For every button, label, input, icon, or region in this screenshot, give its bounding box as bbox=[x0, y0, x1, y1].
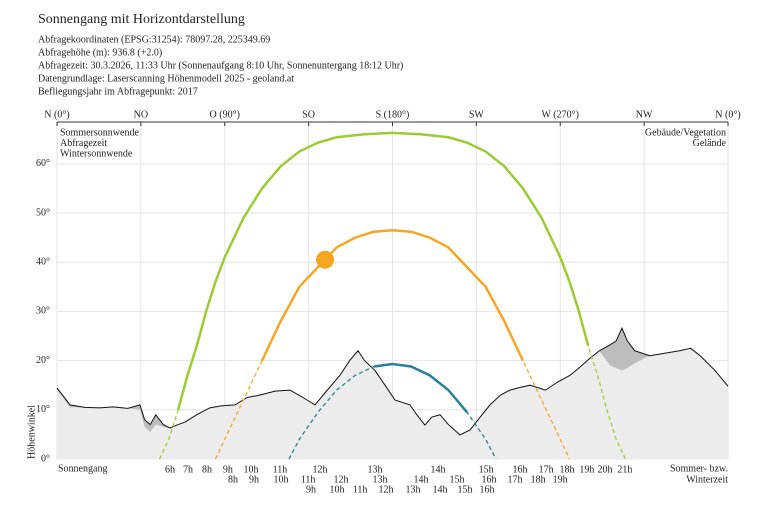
info-line: Abfragezeit: 30.3.2026, 11:33 Uhr (Sonne… bbox=[38, 60, 403, 71]
hour-label: 16h bbox=[479, 484, 494, 495]
y-tick-label: 30° bbox=[36, 306, 50, 317]
y-tick-label: 50° bbox=[36, 207, 50, 218]
hour-label: 11h bbox=[301, 474, 316, 485]
x-tick-label: SW bbox=[469, 109, 485, 120]
hour-label: 9h bbox=[249, 474, 259, 485]
hour-label: 11h bbox=[353, 484, 368, 495]
hour-label: 20h bbox=[597, 464, 612, 475]
hour-label: 10h bbox=[244, 464, 259, 475]
legend-label: Abfragezeit bbox=[60, 138, 107, 149]
sun-position bbox=[316, 250, 335, 269]
legend-label: Gelände bbox=[693, 138, 727, 149]
hour-label: 13h bbox=[406, 484, 421, 495]
y-tick-label: 0° bbox=[41, 453, 50, 464]
x-tick-label: O (90°) bbox=[210, 109, 240, 120]
info-line: Abfragehöhe (m): 936.8 (+2.0) bbox=[38, 47, 162, 58]
hour-label: 16h bbox=[512, 464, 527, 475]
legend-label: Wintersonnwende bbox=[60, 148, 133, 159]
sun-path bbox=[176, 131, 590, 411]
x-tick-label: W (270°) bbox=[542, 109, 579, 120]
info-line: Abfragekoordinaten (EPSG:31254): 78097.2… bbox=[38, 34, 270, 45]
sun-path bbox=[373, 362, 469, 414]
bottom-right-label: Sommer- bzw. bbox=[670, 463, 728, 474]
hour-label: 21h bbox=[617, 464, 632, 475]
x-tick-label: N (0°) bbox=[715, 109, 740, 120]
info-line: Befliegungsjahr im Abfragepunkt: 2017 bbox=[38, 86, 198, 97]
hour-label: 18h bbox=[531, 474, 546, 485]
terrain-area bbox=[57, 348, 728, 459]
y-axis-label: Höhenwinkel bbox=[26, 405, 37, 459]
hour-label: 12h bbox=[334, 474, 349, 485]
hour-label: 14h bbox=[433, 484, 448, 495]
hour-label: 19h bbox=[579, 464, 594, 475]
y-tick-label: 60° bbox=[36, 158, 50, 169]
hour-label: 10h bbox=[329, 484, 344, 495]
hour-label: 15h bbox=[449, 474, 464, 485]
hour-label: 9h bbox=[223, 464, 233, 475]
hour-label: 16h bbox=[482, 474, 497, 485]
hour-label: 12h bbox=[312, 464, 327, 475]
hour-label: 19h bbox=[553, 474, 568, 485]
hour-label: 13h bbox=[367, 464, 382, 475]
info-line: Datengrundlage: Laserscanning Höhenmodel… bbox=[38, 73, 294, 84]
x-tick-label: NW bbox=[636, 109, 653, 120]
legend-label: Sommersonnwende bbox=[60, 127, 139, 138]
terrain-line bbox=[56, 326, 729, 436]
hour-label: 14h bbox=[430, 464, 445, 475]
bottom-left-label: Sonnengang bbox=[58, 463, 107, 474]
hour-label: 13h bbox=[373, 474, 388, 485]
bottom-right-label: Winterzeit bbox=[686, 474, 728, 485]
y-tick-label: 20° bbox=[36, 355, 50, 366]
hour-label: 18h bbox=[559, 464, 574, 475]
hour-label: 12h bbox=[378, 484, 393, 495]
hour-label: 11h bbox=[273, 464, 288, 475]
sun-path bbox=[260, 228, 525, 362]
y-tick-label: 40° bbox=[36, 257, 50, 268]
hour-label: 17h bbox=[507, 474, 522, 485]
hour-label: 8h bbox=[228, 474, 238, 485]
hour-label: 9h bbox=[306, 484, 316, 495]
x-tick-label: NO bbox=[134, 109, 148, 120]
chart-title: Sonnengang mit Horizontdarstellung bbox=[38, 12, 245, 27]
x-tick-label: SO bbox=[302, 109, 315, 120]
hour-label: 14h bbox=[414, 474, 429, 485]
hour-label: 15h bbox=[458, 484, 473, 495]
hour-label: 15h bbox=[479, 464, 494, 475]
x-tick-label: N (0°) bbox=[44, 109, 69, 120]
hour-label: 8h bbox=[202, 464, 212, 475]
x-tick-label: S (180°) bbox=[376, 109, 410, 120]
legend-label: Gebäude/Vegetation bbox=[645, 127, 726, 138]
y-tick-label: 10° bbox=[36, 404, 50, 415]
hour-label: 7h bbox=[183, 464, 193, 475]
hour-label: 17h bbox=[539, 464, 554, 475]
hour-label: 10h bbox=[274, 474, 289, 485]
hour-label: 6h bbox=[165, 464, 175, 475]
